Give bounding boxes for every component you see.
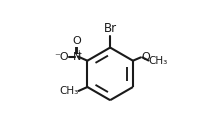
- Text: CH₃: CH₃: [149, 56, 168, 66]
- Text: ⁻O: ⁻O: [54, 52, 69, 62]
- Text: Br: Br: [103, 22, 117, 35]
- Text: O: O: [141, 52, 150, 62]
- Text: N: N: [73, 52, 81, 62]
- Text: +: +: [75, 49, 82, 58]
- Text: CH₃: CH₃: [59, 86, 78, 96]
- Text: O: O: [72, 36, 81, 46]
